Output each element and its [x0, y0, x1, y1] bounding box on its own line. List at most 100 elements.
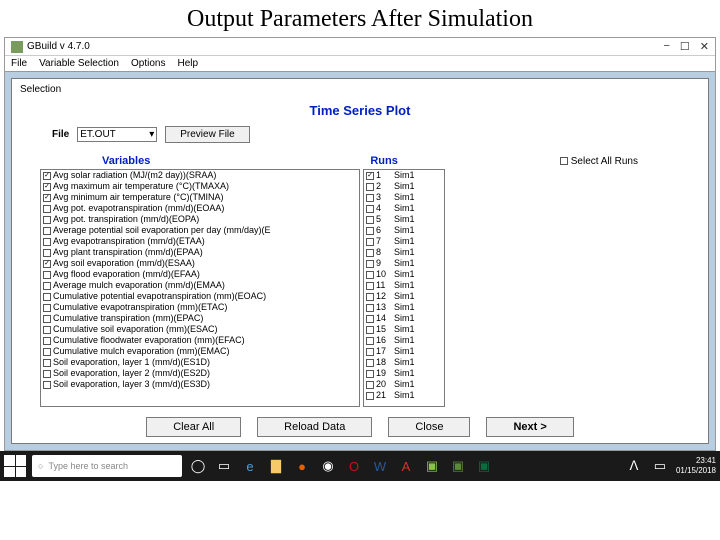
run-checkbox[interactable] — [366, 359, 374, 367]
run-row[interactable]: 8Sim1 — [364, 247, 444, 258]
run-row[interactable]: 21Sim1 — [364, 390, 444, 401]
variable-checkbox[interactable] — [43, 183, 51, 191]
variable-checkbox[interactable] — [43, 304, 51, 312]
tray-up-icon[interactable]: ᐱ — [624, 456, 644, 476]
variable-row[interactable]: Cumulative potential evapotranspiration … — [41, 291, 359, 302]
opera-icon[interactable]: O — [344, 456, 364, 476]
run-checkbox[interactable] — [366, 337, 374, 345]
variable-checkbox[interactable] — [43, 227, 51, 235]
battery-icon[interactable]: ▭ — [650, 456, 670, 476]
app-icon-1[interactable]: ▣ — [422, 456, 442, 476]
run-row[interactable]: 1Sim1 — [364, 170, 444, 181]
variable-row[interactable]: Average potential soil evaporation per d… — [41, 225, 359, 236]
run-row[interactable]: 7Sim1 — [364, 236, 444, 247]
run-row[interactable]: 19Sim1 — [364, 368, 444, 379]
variable-row[interactable]: Soil evaporation, layer 1 (mm/d)(ES1D) — [41, 357, 359, 368]
variable-row[interactable]: Average mulch evaporation (mm/d)(EMAA) — [41, 280, 359, 291]
run-checkbox[interactable] — [366, 293, 374, 301]
run-checkbox[interactable] — [366, 326, 374, 334]
variable-row[interactable]: Avg plant transpiration (mm/d)(EPAA) — [41, 247, 359, 258]
menu-options[interactable]: Options — [131, 58, 165, 69]
run-checkbox[interactable] — [366, 249, 374, 257]
run-checkbox[interactable] — [366, 271, 374, 279]
run-row[interactable]: 11Sim1 — [364, 280, 444, 291]
variable-checkbox[interactable] — [43, 205, 51, 213]
variable-row[interactable]: Avg pot. transpiration (mm/d)(EOPA) — [41, 214, 359, 225]
run-checkbox[interactable] — [366, 370, 374, 378]
run-checkbox[interactable] — [366, 227, 374, 235]
select-all-runs[interactable]: Select All Runs — [560, 155, 638, 167]
edge-icon[interactable]: e — [240, 456, 260, 476]
taskbar-clock[interactable]: 23:41 01/15/2018 — [676, 456, 716, 476]
run-checkbox[interactable] — [366, 194, 374, 202]
run-row[interactable]: 2Sim1 — [364, 181, 444, 192]
close-window-button[interactable]: ✕ — [700, 40, 709, 53]
app-icon-3[interactable]: ▣ — [474, 456, 494, 476]
run-row[interactable]: 9Sim1 — [364, 258, 444, 269]
word-icon[interactable]: W — [370, 456, 390, 476]
variable-checkbox[interactable] — [43, 260, 51, 268]
preview-file-button[interactable]: Preview File — [165, 126, 249, 143]
variable-row[interactable]: Avg minimum air temperature (°C)(TMINA) — [41, 192, 359, 203]
run-checkbox[interactable] — [366, 172, 374, 180]
run-row[interactable]: 13Sim1 — [364, 302, 444, 313]
variable-checkbox[interactable] — [43, 282, 51, 290]
variable-checkbox[interactable] — [43, 381, 51, 389]
close-button[interactable]: Close — [388, 417, 470, 437]
run-checkbox[interactable] — [366, 392, 374, 400]
firefox-icon[interactable]: ● — [292, 456, 312, 476]
run-row[interactable]: 16Sim1 — [364, 335, 444, 346]
variable-row[interactable]: Avg solar radiation (MJ/(m2 day))(SRAA) — [41, 170, 359, 181]
variable-checkbox[interactable] — [43, 359, 51, 367]
variable-row[interactable]: Avg soil evaporation (mm/d)(ESAA) — [41, 258, 359, 269]
variable-checkbox[interactable] — [43, 293, 51, 301]
variable-checkbox[interactable] — [43, 172, 51, 180]
run-row[interactable]: 12Sim1 — [364, 291, 444, 302]
variable-checkbox[interactable] — [43, 238, 51, 246]
variable-checkbox[interactable] — [43, 249, 51, 257]
variable-checkbox[interactable] — [43, 348, 51, 356]
reload-data-button[interactable]: Reload Data — [257, 417, 372, 437]
variable-row[interactable]: Cumulative evapotranspiration (mm)(ETAC) — [41, 302, 359, 313]
variables-list[interactable]: Avg solar radiation (MJ/(m2 day))(SRAA)A… — [40, 169, 360, 407]
variable-checkbox[interactable] — [43, 326, 51, 334]
maximize-button[interactable]: ☐ — [680, 40, 690, 53]
variable-row[interactable]: Avg flood evaporation (mm/d)(EFAA) — [41, 269, 359, 280]
run-row[interactable]: 17Sim1 — [364, 346, 444, 357]
run-checkbox[interactable] — [366, 216, 374, 224]
start-button[interactable] — [4, 455, 26, 477]
runs-list[interactable]: 1Sim12Sim13Sim14Sim15Sim16Sim17Sim18Sim1… — [363, 169, 445, 407]
variable-row[interactable]: Avg maximum air temperature (°C)(TMAXA) — [41, 181, 359, 192]
run-row[interactable]: 14Sim1 — [364, 313, 444, 324]
variable-checkbox[interactable] — [43, 271, 51, 279]
variable-row[interactable]: Cumulative transpiration (mm)(EPAC) — [41, 313, 359, 324]
run-checkbox[interactable] — [366, 348, 374, 356]
next-button[interactable]: Next > — [486, 417, 573, 437]
run-checkbox[interactable] — [366, 183, 374, 191]
variable-row[interactable]: Soil evaporation, layer 3 (mm/d)(ES3D) — [41, 379, 359, 390]
clear-all-button[interactable]: Clear All — [146, 417, 241, 437]
cortana-icon[interactable]: ◯ — [188, 456, 208, 476]
run-checkbox[interactable] — [366, 238, 374, 246]
run-checkbox[interactable] — [366, 205, 374, 213]
run-row[interactable]: 6Sim1 — [364, 225, 444, 236]
run-row[interactable]: 3Sim1 — [364, 192, 444, 203]
run-row[interactable]: 5Sim1 — [364, 214, 444, 225]
variable-checkbox[interactable] — [43, 337, 51, 345]
run-row[interactable]: 4Sim1 — [364, 203, 444, 214]
run-checkbox[interactable] — [366, 260, 374, 268]
variable-row[interactable]: Avg pot. evapotranspiration (mm/d)(EOAA) — [41, 203, 359, 214]
run-row[interactable]: 20Sim1 — [364, 379, 444, 390]
menu-variable-selection[interactable]: Variable Selection — [39, 58, 119, 69]
run-row[interactable]: 10Sim1 — [364, 269, 444, 280]
select-all-checkbox[interactable] — [560, 157, 568, 165]
run-row[interactable]: 15Sim1 — [364, 324, 444, 335]
run-checkbox[interactable] — [366, 315, 374, 323]
run-row[interactable]: 18Sim1 — [364, 357, 444, 368]
run-checkbox[interactable] — [366, 282, 374, 290]
variable-checkbox[interactable] — [43, 216, 51, 224]
variable-checkbox[interactable] — [43, 370, 51, 378]
variable-checkbox[interactable] — [43, 315, 51, 323]
variable-row[interactable]: Avg evapotranspiration (mm/d)(ETAA) — [41, 236, 359, 247]
variable-row[interactable]: Cumulative mulch evaporation (mm)(EMAC) — [41, 346, 359, 357]
